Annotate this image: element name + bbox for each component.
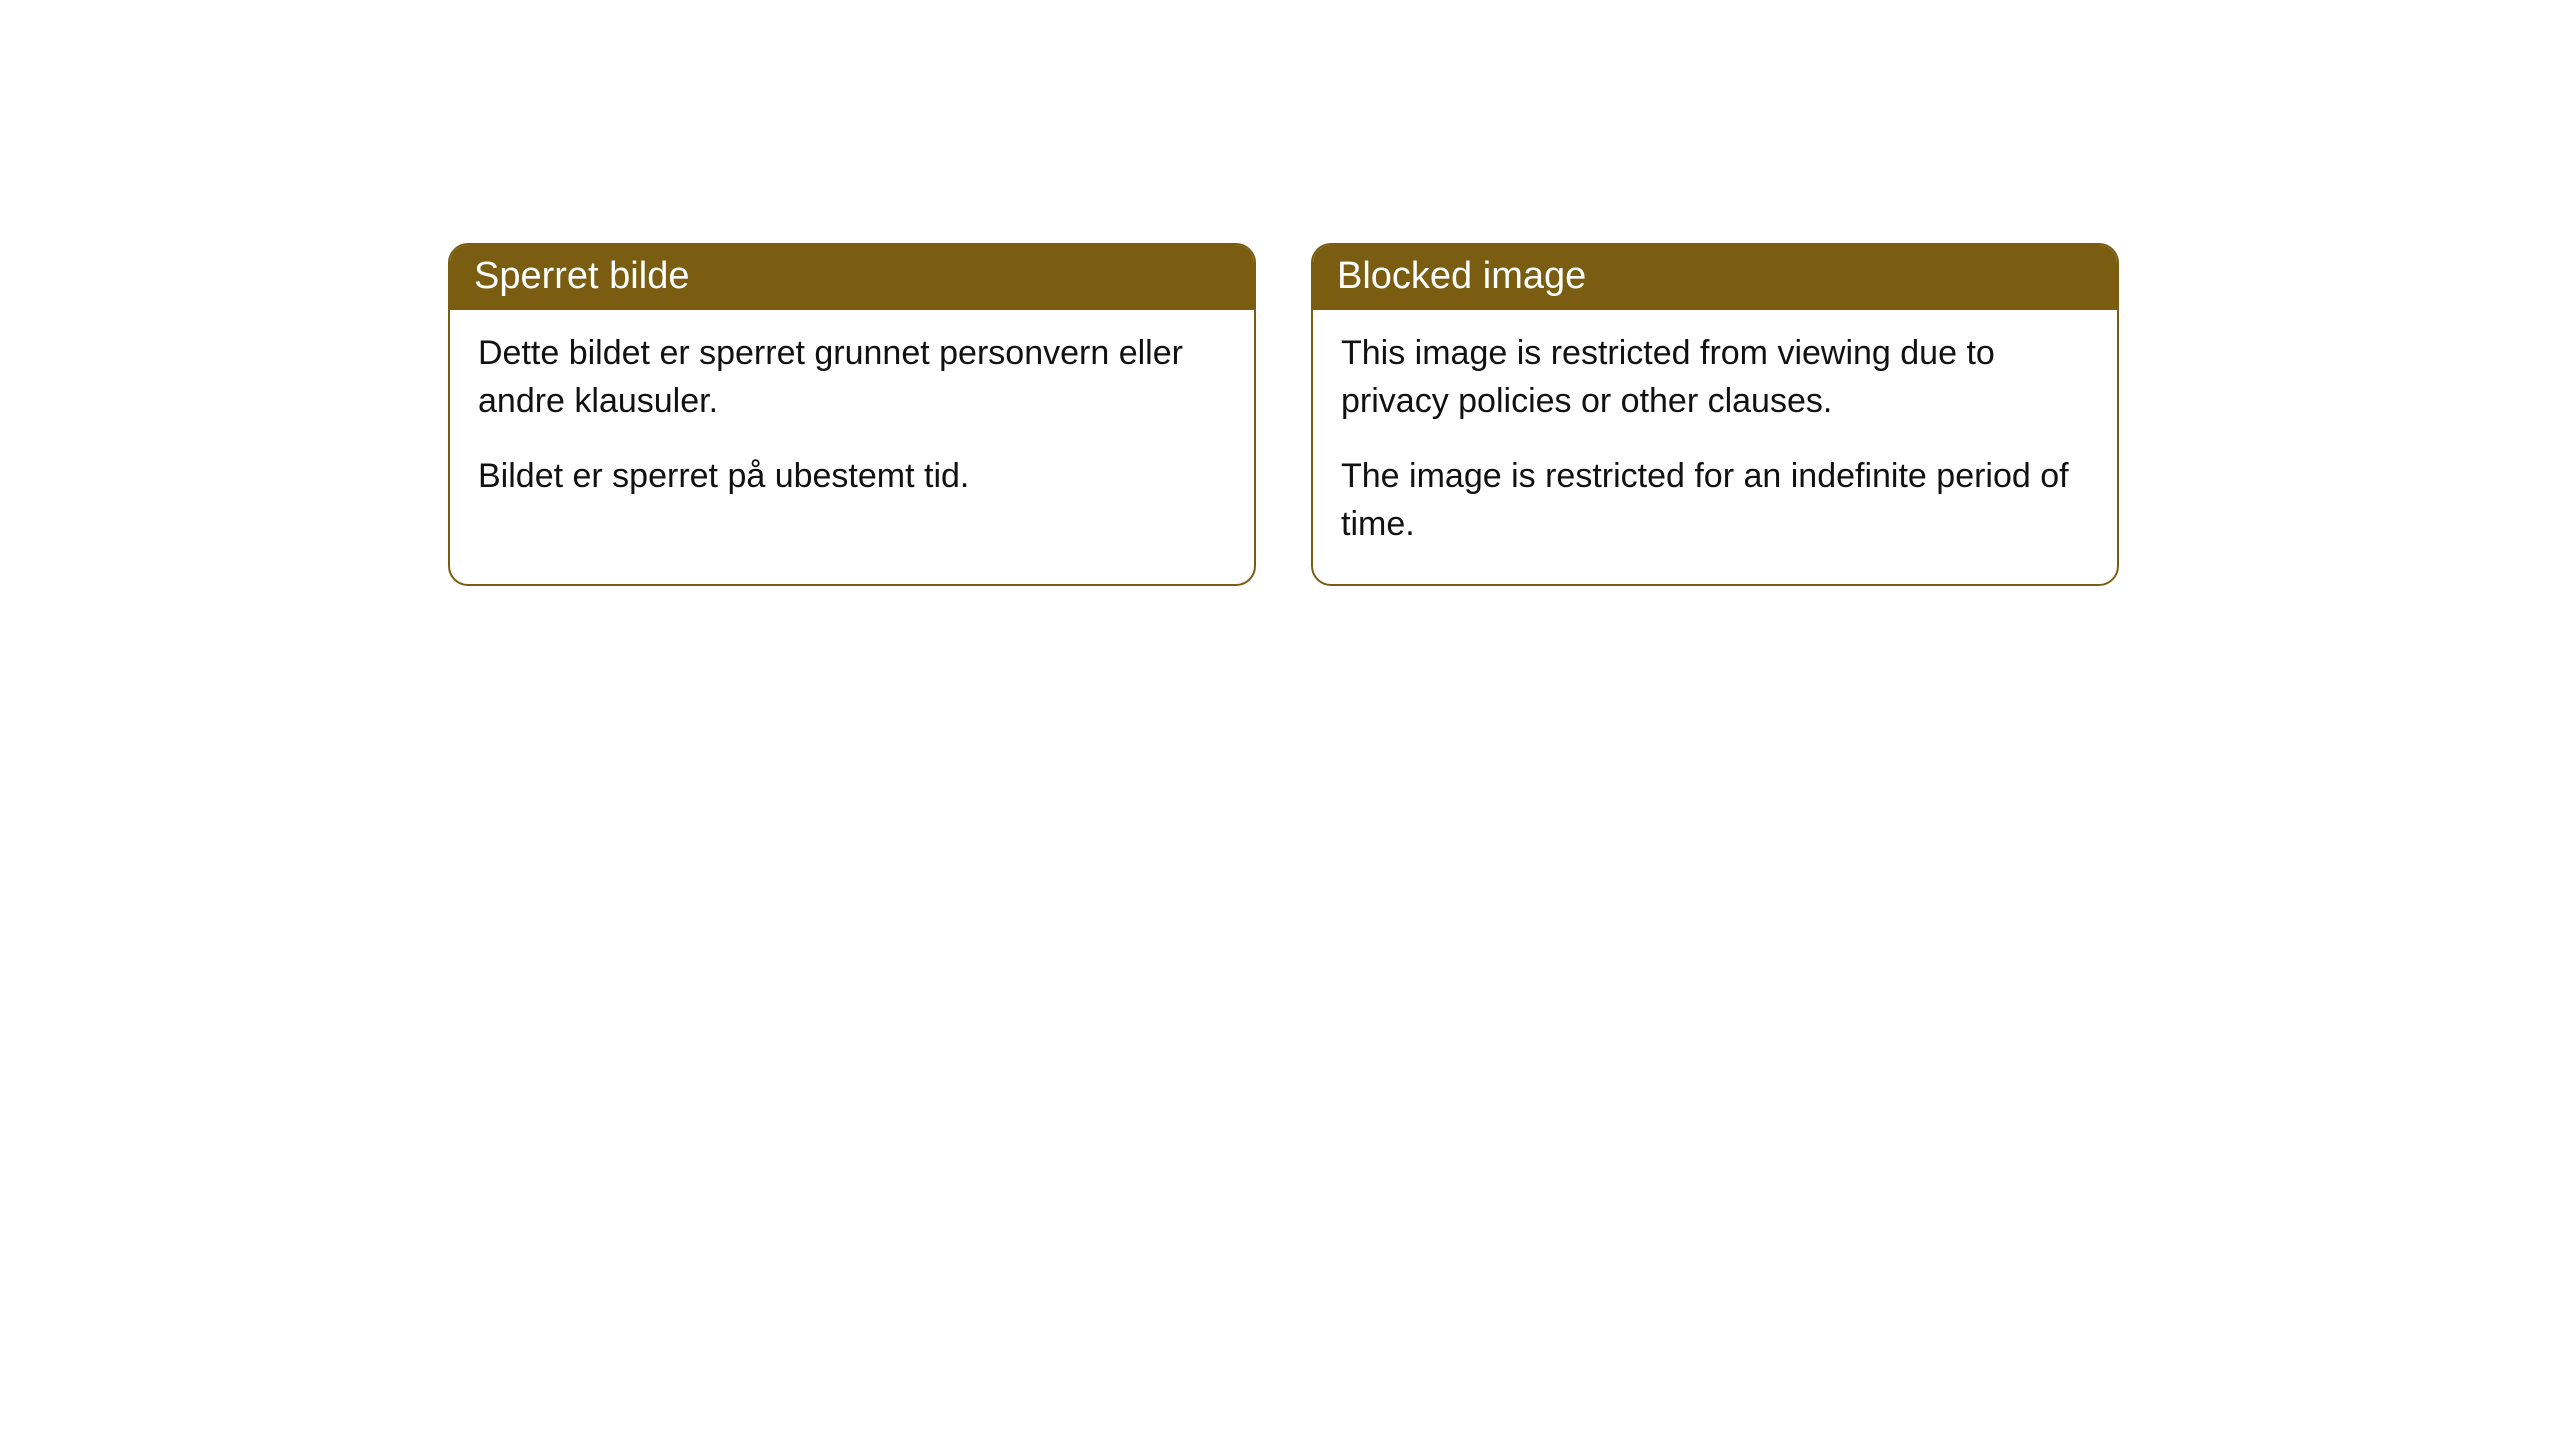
card-title-no: Sperret bilde	[450, 245, 1254, 310]
card-body-no: Dette bildet er sperret grunnet personve…	[450, 310, 1254, 537]
card-para1-no: Dette bildet er sperret grunnet personve…	[478, 330, 1226, 425]
card-body-en: This image is restricted from viewing du…	[1313, 310, 2117, 584]
blocked-image-card-no: Sperret bilde Dette bildet er sperret gr…	[448, 243, 1256, 586]
card-para2-no: Bildet er sperret på ubestemt tid.	[478, 453, 1226, 501]
blocked-image-card-en: Blocked image This image is restricted f…	[1311, 243, 2119, 586]
card-para1-en: This image is restricted from viewing du…	[1341, 330, 2089, 425]
card-title-en: Blocked image	[1313, 245, 2117, 310]
card-para2-en: The image is restricted for an indefinit…	[1341, 453, 2089, 548]
notice-cards-container: Sperret bilde Dette bildet er sperret gr…	[0, 0, 2560, 586]
